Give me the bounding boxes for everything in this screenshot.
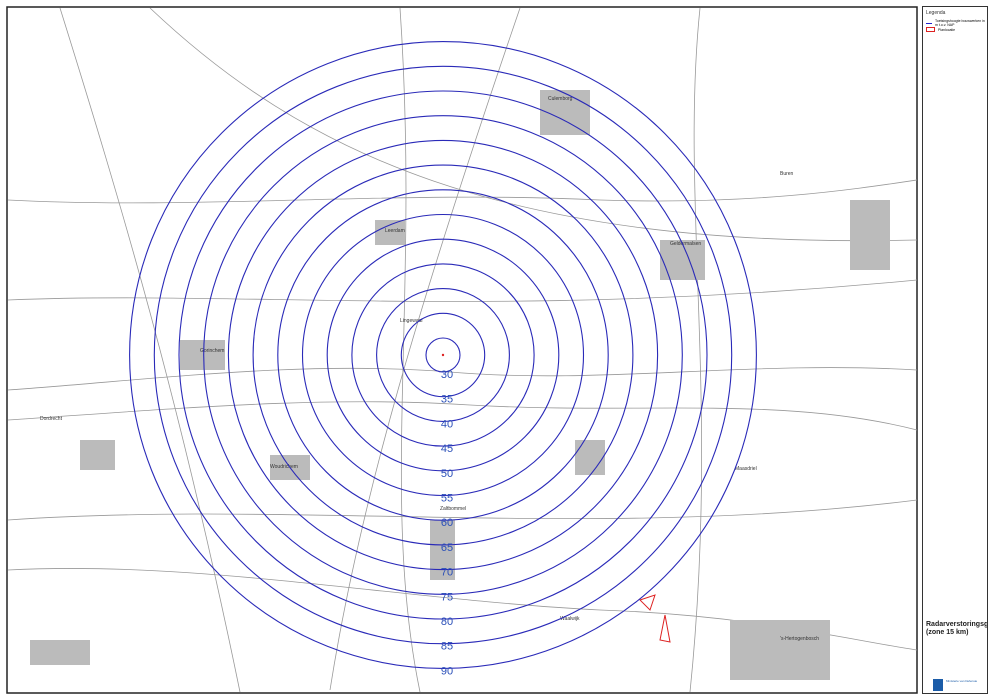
contour-label: 75 bbox=[441, 591, 453, 603]
contour-label: 60 bbox=[441, 517, 453, 529]
contour-label: 40 bbox=[441, 418, 453, 430]
contour-ring bbox=[227, 139, 659, 571]
contour-ring bbox=[425, 337, 461, 373]
organisation: Ministerie van Defensie bbox=[946, 679, 978, 683]
place-label: Waalwijk bbox=[560, 616, 580, 622]
contour-label: 85 bbox=[441, 641, 453, 653]
place-label: Zaltbommel bbox=[440, 506, 466, 512]
contour-label: 55 bbox=[441, 493, 453, 505]
place-label: Culemborg bbox=[548, 96, 573, 102]
logo bbox=[933, 679, 943, 691]
place-label: 's-Hertogenbosch bbox=[780, 636, 819, 642]
contour-rings: 30 35 40 45 50 55 60 65 70 75 80 85 90 bbox=[129, 41, 757, 677]
contour-ring bbox=[203, 115, 683, 595]
legend-title: Legenda bbox=[926, 10, 946, 16]
contour-ring bbox=[301, 213, 585, 497]
contour-ring bbox=[277, 189, 609, 521]
legend-swatch bbox=[926, 22, 933, 24]
roads bbox=[7, 7, 918, 693]
place-label: Dordrecht bbox=[40, 416, 63, 422]
contour-label: 90 bbox=[441, 665, 453, 677]
map: Gorinchem Leerdam Culemborg Geldermalsen Zal… bbox=[6, 6, 918, 694]
contour-ring bbox=[178, 90, 708, 620]
place-labels: Gorinchem Leerdam Culemborg Geldermalsen Zal… bbox=[40, 96, 819, 642]
map-frame bbox=[6, 6, 918, 694]
legend-label: Planlocatie bbox=[938, 27, 956, 32]
legend-panel: Legenda Toetsingshoogte bouwwerken in m … bbox=[922, 6, 988, 694]
contour-label: 65 bbox=[441, 542, 453, 554]
place-label: Gorinchem bbox=[200, 348, 224, 354]
place-label: Lingewaal bbox=[400, 318, 423, 324]
contour-ring bbox=[326, 238, 560, 472]
contour-label: 50 bbox=[441, 468, 453, 480]
legend-label: Toetsingshoogte bouwwerken in m t.o.v. N… bbox=[935, 19, 985, 27]
contour-label: 45 bbox=[441, 443, 453, 455]
legend-swatch bbox=[926, 27, 935, 32]
contour-ring bbox=[153, 65, 733, 645]
place-label: Leerdam bbox=[385, 228, 405, 234]
legend-item: Toetsingshoogte bouwwerken in m t.o.v. N… bbox=[926, 19, 987, 27]
map-title: Radarverstoringsgebied Herwijnen (zone 1… bbox=[926, 621, 988, 636]
contour-ring bbox=[129, 41, 757, 669]
contour-ring bbox=[252, 164, 634, 546]
place-label: Buren bbox=[780, 171, 794, 177]
contour-label: 80 bbox=[441, 616, 453, 628]
contour-ring bbox=[376, 288, 510, 422]
contour-ring bbox=[400, 312, 486, 398]
legend-item: Planlocatie bbox=[926, 27, 987, 32]
center-point bbox=[441, 353, 445, 357]
contour-label: 35 bbox=[441, 394, 453, 406]
place-label: Woudrichem bbox=[270, 464, 298, 470]
contour-label: 70 bbox=[441, 567, 453, 579]
contour-ring bbox=[351, 263, 535, 447]
plan-location bbox=[639, 594, 671, 643]
contour-label: 30 bbox=[441, 369, 453, 381]
place-label: Geldermalsen bbox=[670, 241, 701, 247]
place-label: Maasdriel bbox=[735, 466, 757, 472]
